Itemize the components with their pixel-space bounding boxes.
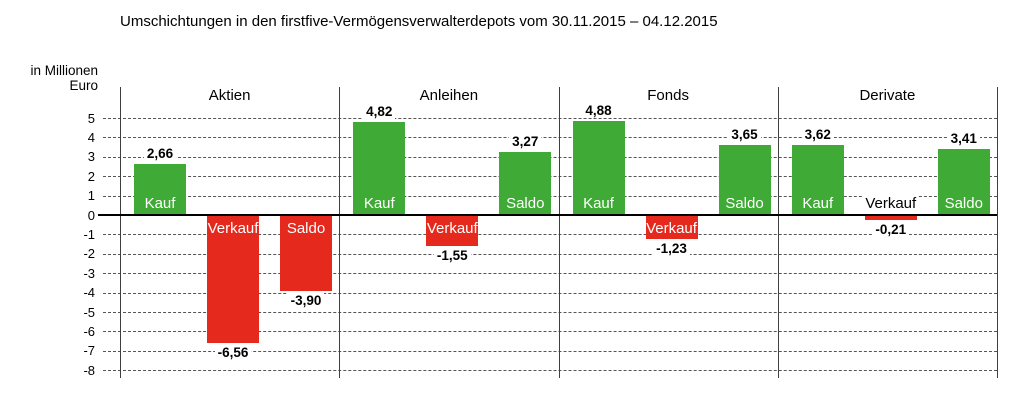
- bar-anleihen-kauf: [353, 121, 406, 216]
- bar-derivate-kauf: [791, 145, 844, 216]
- bar-category-label-text: Verkauf: [863, 194, 919, 212]
- bar-value-label-text: -6,56: [214, 344, 252, 360]
- grid-line: [103, 137, 997, 139]
- bar-aktien-verkauf: [207, 215, 259, 343]
- bar-anleihen-saldo: [499, 152, 552, 216]
- bar-category-label: Saldo: [944, 194, 983, 212]
- bar-category-label: Kauf: [802, 194, 834, 212]
- grid-line: [103, 292, 997, 294]
- bar-value-label-text: -1,23: [653, 241, 690, 257]
- bar-value-label-text: 2,66: [143, 145, 177, 161]
- bar-fonds-saldo: [718, 144, 771, 216]
- bar-category-label: Saldo: [725, 194, 764, 212]
- y-axis-tick-label: -7: [83, 343, 95, 359]
- bar-aktien-saldo: [280, 215, 332, 292]
- y-axis-unit-line2: Euro: [69, 78, 98, 93]
- bar-category-label: Kauf: [583, 194, 614, 212]
- bar-anleihen-verkauf: [426, 215, 479, 246]
- y-axis-tick-label: -1: [83, 226, 95, 242]
- grid-line: [103, 253, 997, 255]
- y-axis-line: [120, 87, 121, 378]
- bar-derivate-saldo: [937, 149, 990, 216]
- grid-line: [103, 118, 997, 119]
- y-axis-tick-label: -2: [83, 246, 95, 262]
- y-axis-tick-label: -8: [83, 362, 95, 378]
- bar-value-label-text: -1,55: [433, 247, 471, 263]
- y-axis-tick-label: -6: [83, 323, 95, 339]
- bar-value-label: 4,88: [559, 102, 639, 119]
- y-axis-tick-label: 3: [87, 149, 95, 165]
- bar-value-label-text: -0,21: [872, 221, 910, 237]
- bar-value-label-text: -3,90: [287, 293, 325, 309]
- group-label-fonds: Fonds: [647, 87, 689, 104]
- bar-category-label: Saldo: [506, 194, 545, 212]
- bar-category-label: Kauf: [363, 194, 395, 212]
- bar-value-label-text: 3,62: [801, 127, 834, 143]
- y-axis-tick-label: 5: [87, 110, 95, 126]
- bar-value-label-text: 3,41: [947, 131, 980, 147]
- bar-value-label: -1,55: [412, 247, 492, 264]
- y-axis-tick-label: 2: [87, 168, 95, 184]
- chart-title: Umschichtungen in den firstfive-Vermögen…: [120, 13, 718, 30]
- bar-value-label-text: 4,82: [363, 103, 396, 119]
- grid-line: [103, 370, 997, 372]
- group-separator-line: [777, 87, 779, 378]
- bar-value-label: 3,65: [705, 126, 785, 143]
- y-axis-tick-label: -5: [83, 304, 95, 320]
- bar-value-label: 3,62: [778, 127, 858, 143]
- bar-value-label: 3,27: [485, 134, 565, 150]
- bar-category-label: Saldo: [286, 219, 326, 237]
- bar-fonds-kauf: [572, 120, 625, 216]
- bar-value-label: 2,66: [120, 145, 200, 162]
- bar-value-label: -6,56: [193, 344, 273, 361]
- plot-right-border: [997, 87, 998, 378]
- bar-value-label-text: 3,65: [728, 126, 761, 142]
- grid-line: [103, 350, 997, 352]
- y-axis-unit-label: in Millionen Euro: [10, 63, 98, 93]
- bar-value-label: 3,41: [924, 131, 1004, 147]
- bar-value-label: 4,82: [339, 103, 419, 120]
- bar-value-label-text: 3,27: [509, 134, 542, 150]
- bar-value-label: -0,21: [851, 221, 931, 238]
- y-axis-tick-label: 0: [87, 207, 95, 223]
- bar-category-label: Verkauf: [851, 194, 931, 212]
- grid-line: [103, 234, 997, 236]
- bar-derivate-verkauf: [864, 215, 917, 220]
- zero-line: [98, 214, 997, 216]
- grid-line: [103, 273, 997, 275]
- bar-category-label: Verkauf: [207, 219, 259, 237]
- group-label-aktien: Aktien: [208, 87, 251, 104]
- y-axis-tick-label: 4: [87, 129, 95, 145]
- grid-line: [103, 331, 997, 333]
- bar-fonds-verkauf: [645, 215, 698, 240]
- y-axis-tick-label: -3: [83, 265, 95, 281]
- group-label-derivate: Derivate: [859, 87, 916, 104]
- bar-value-label: -3,90: [266, 293, 346, 309]
- y-axis-tick-label: -4: [83, 285, 95, 301]
- y-axis-tick-label: 1: [87, 188, 95, 204]
- grid-line: [103, 312, 997, 313]
- group-separator-line: [339, 87, 341, 378]
- group-label-anleihen: Anleihen: [419, 87, 479, 104]
- bar-value-label-text: 4,88: [582, 102, 615, 118]
- y-axis-unit-line1: in Millionen: [30, 63, 98, 78]
- bar-aktien-kauf: [134, 163, 186, 216]
- bar-category-label: Verkauf: [646, 219, 697, 237]
- bar-category-label: Kauf: [144, 194, 176, 212]
- bar-category-label: Verkauf: [426, 219, 478, 237]
- group-separator-line: [558, 87, 560, 378]
- bar-value-label: -1,23: [632, 241, 712, 257]
